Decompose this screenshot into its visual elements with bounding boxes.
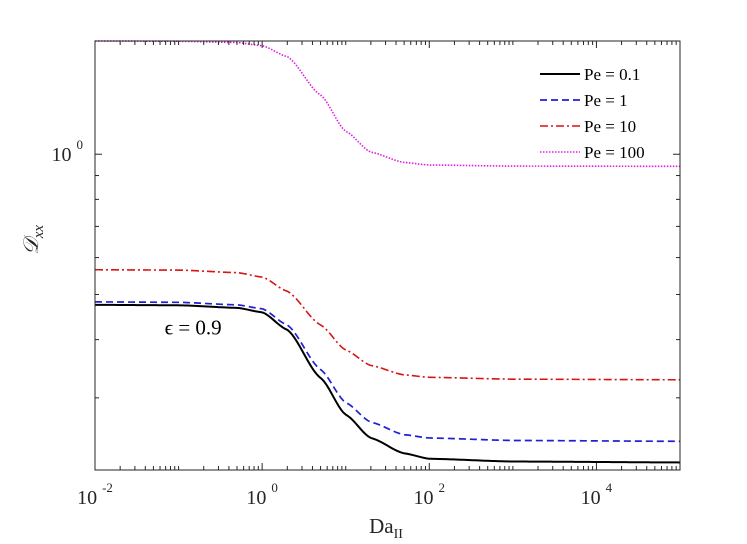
series-line-2	[94, 301, 680, 443]
x-tick-label: 10 0	[246, 480, 278, 509]
x-axis-label: DaII	[369, 514, 403, 542]
series-line-3	[95, 268, 681, 381]
y-axis-label-sub: xx	[31, 225, 47, 240]
series-lines	[94, 40, 681, 464]
legend: Pe = 0.1 Pe = 1 Pe = 10 Pe = 100	[540, 65, 645, 162]
y-tick-labels: 10 0	[52, 137, 84, 166]
y-tick-label: 10 0	[52, 137, 84, 166]
plot-frame	[94, 40, 681, 471]
y-axis-label: 𝒟xx	[19, 225, 47, 255]
legend-label-1: Pe = 0.1	[584, 65, 640, 84]
legend-label-4: Pe = 100	[584, 143, 645, 162]
legend-label-3: Pe = 10	[584, 117, 636, 136]
axis-ticks	[94, 41, 681, 470]
epsilon-annotation: ϵ = 0.9	[165, 316, 222, 340]
x-axis-label-base: Da	[369, 514, 394, 538]
x-tick-label: 10 -2	[77, 480, 113, 509]
y-axis-label-main: 𝒟	[19, 234, 43, 255]
x-tick-label: 10 4	[581, 480, 613, 509]
series-line-1	[94, 303, 681, 464]
legend-label-2: Pe = 1	[584, 91, 628, 110]
x-axis-label-sub: II	[394, 527, 404, 542]
x-tick-labels: 10 -2 10 0 10 2 10 4	[77, 480, 613, 509]
x-tick-label: 10 2	[414, 480, 446, 509]
